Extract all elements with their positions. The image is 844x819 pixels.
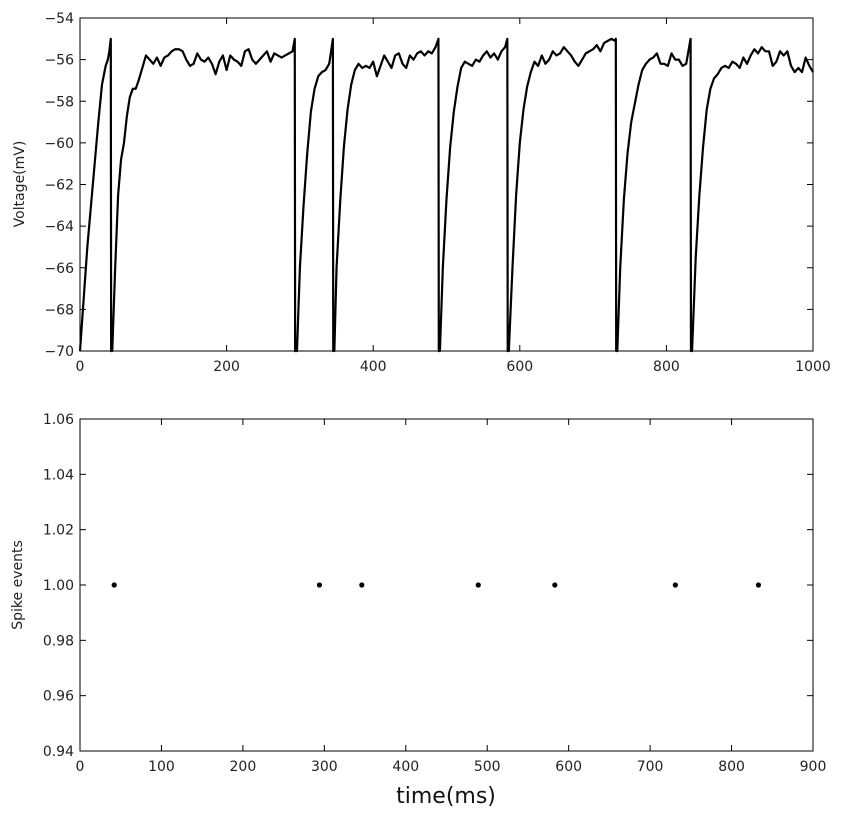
voltage-ytick-label: −68 — [44, 302, 74, 318]
voltage-ytick-label: −60 — [44, 136, 74, 152]
voltage-ytick-label: −70 — [44, 344, 74, 360]
voltage-ytick-label: −54 — [44, 11, 74, 27]
voltage-ytick-label: −64 — [44, 219, 74, 235]
spike-ticks: 0 100 200 300 400 500 600 700 800 900 0.94 0.96 0.98… — [43, 412, 827, 775]
spike-ytick-label: 1.00 — [43, 578, 74, 594]
spike-xtick-label: 500 — [474, 759, 501, 775]
voltage-plot-frame — [79, 17, 814, 352]
voltage-ylabel: Voltage(mV) — [12, 141, 28, 228]
spike-xtick-label: 200 — [230, 759, 257, 775]
spike-plot-frame — [79, 418, 814, 752]
spike-point — [672, 582, 678, 588]
spike-ytick-label: 0.96 — [43, 689, 74, 705]
spike-xtick-label: 300 — [311, 759, 338, 775]
voltage-trace-line — [78, 37, 814, 353]
voltage-xtick-label: 600 — [506, 359, 533, 375]
voltage-ytick-label: −56 — [44, 53, 74, 69]
spike-point — [552, 582, 558, 588]
voltage-panel: Voltage(mV) 0 200 400 600 800 1000 −70 −68 −66 −6… — [12, 11, 831, 375]
spike-point — [755, 582, 762, 588]
spike-ytick-label: 1.04 — [43, 467, 74, 483]
spike-point — [475, 582, 481, 588]
spike-ytick-label: 1.02 — [43, 523, 74, 539]
voltage-xtick-label: 1000 — [795, 359, 831, 375]
spike-point — [111, 582, 117, 588]
spike-xtick-label: 100 — [148, 759, 175, 775]
spike-xtick-label: 400 — [392, 759, 419, 775]
voltage-ytick-label: −66 — [44, 261, 74, 277]
voltage-ticks: 0 200 400 600 800 1000 −70 −68 −66 −64 −62 −60 −58 −5… — [44, 11, 830, 375]
spike-ytick-label: 0.98 — [43, 633, 74, 649]
time-xlabel: time(ms) — [396, 784, 496, 809]
spike-point — [316, 582, 323, 588]
spike-xtick-label: 800 — [718, 759, 745, 775]
voltage-ytick-label: −62 — [44, 178, 74, 194]
spike-xtick-label: 0 — [76, 759, 85, 775]
spike-panel: Spike events time(ms) 0 100 200 300 400 500 60… — [10, 412, 826, 809]
spike-points — [111, 582, 762, 588]
spike-ytick-label: 0.94 — [43, 744, 74, 760]
voltage-xtick-label: 200 — [213, 359, 240, 375]
voltage-ytick-label: −58 — [44, 94, 74, 110]
spike-ylabel: Spike events — [10, 540, 26, 630]
voltage-series — [78, 37, 814, 353]
voltage-xtick-label: 800 — [653, 359, 680, 375]
spike-xtick-label: 900 — [800, 759, 827, 775]
spike-xtick-label: 700 — [637, 759, 664, 775]
voltage-xtick-label: 0 — [76, 359, 85, 375]
spike-point — [359, 582, 365, 588]
spike-xtick-label: 600 — [555, 759, 582, 775]
spike-ytick-label: 1.06 — [43, 412, 74, 428]
voltage-xtick-label: 400 — [360, 359, 387, 375]
